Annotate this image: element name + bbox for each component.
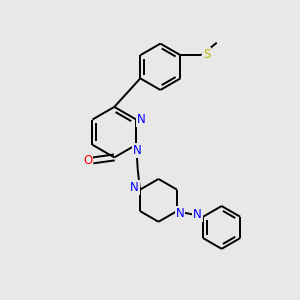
Text: N: N [137,113,146,126]
Text: N: N [133,144,142,157]
Text: O: O [83,154,92,167]
Text: S: S [203,48,210,61]
Text: N: N [176,207,184,220]
Text: N: N [130,181,139,194]
Text: N: N [194,208,202,221]
